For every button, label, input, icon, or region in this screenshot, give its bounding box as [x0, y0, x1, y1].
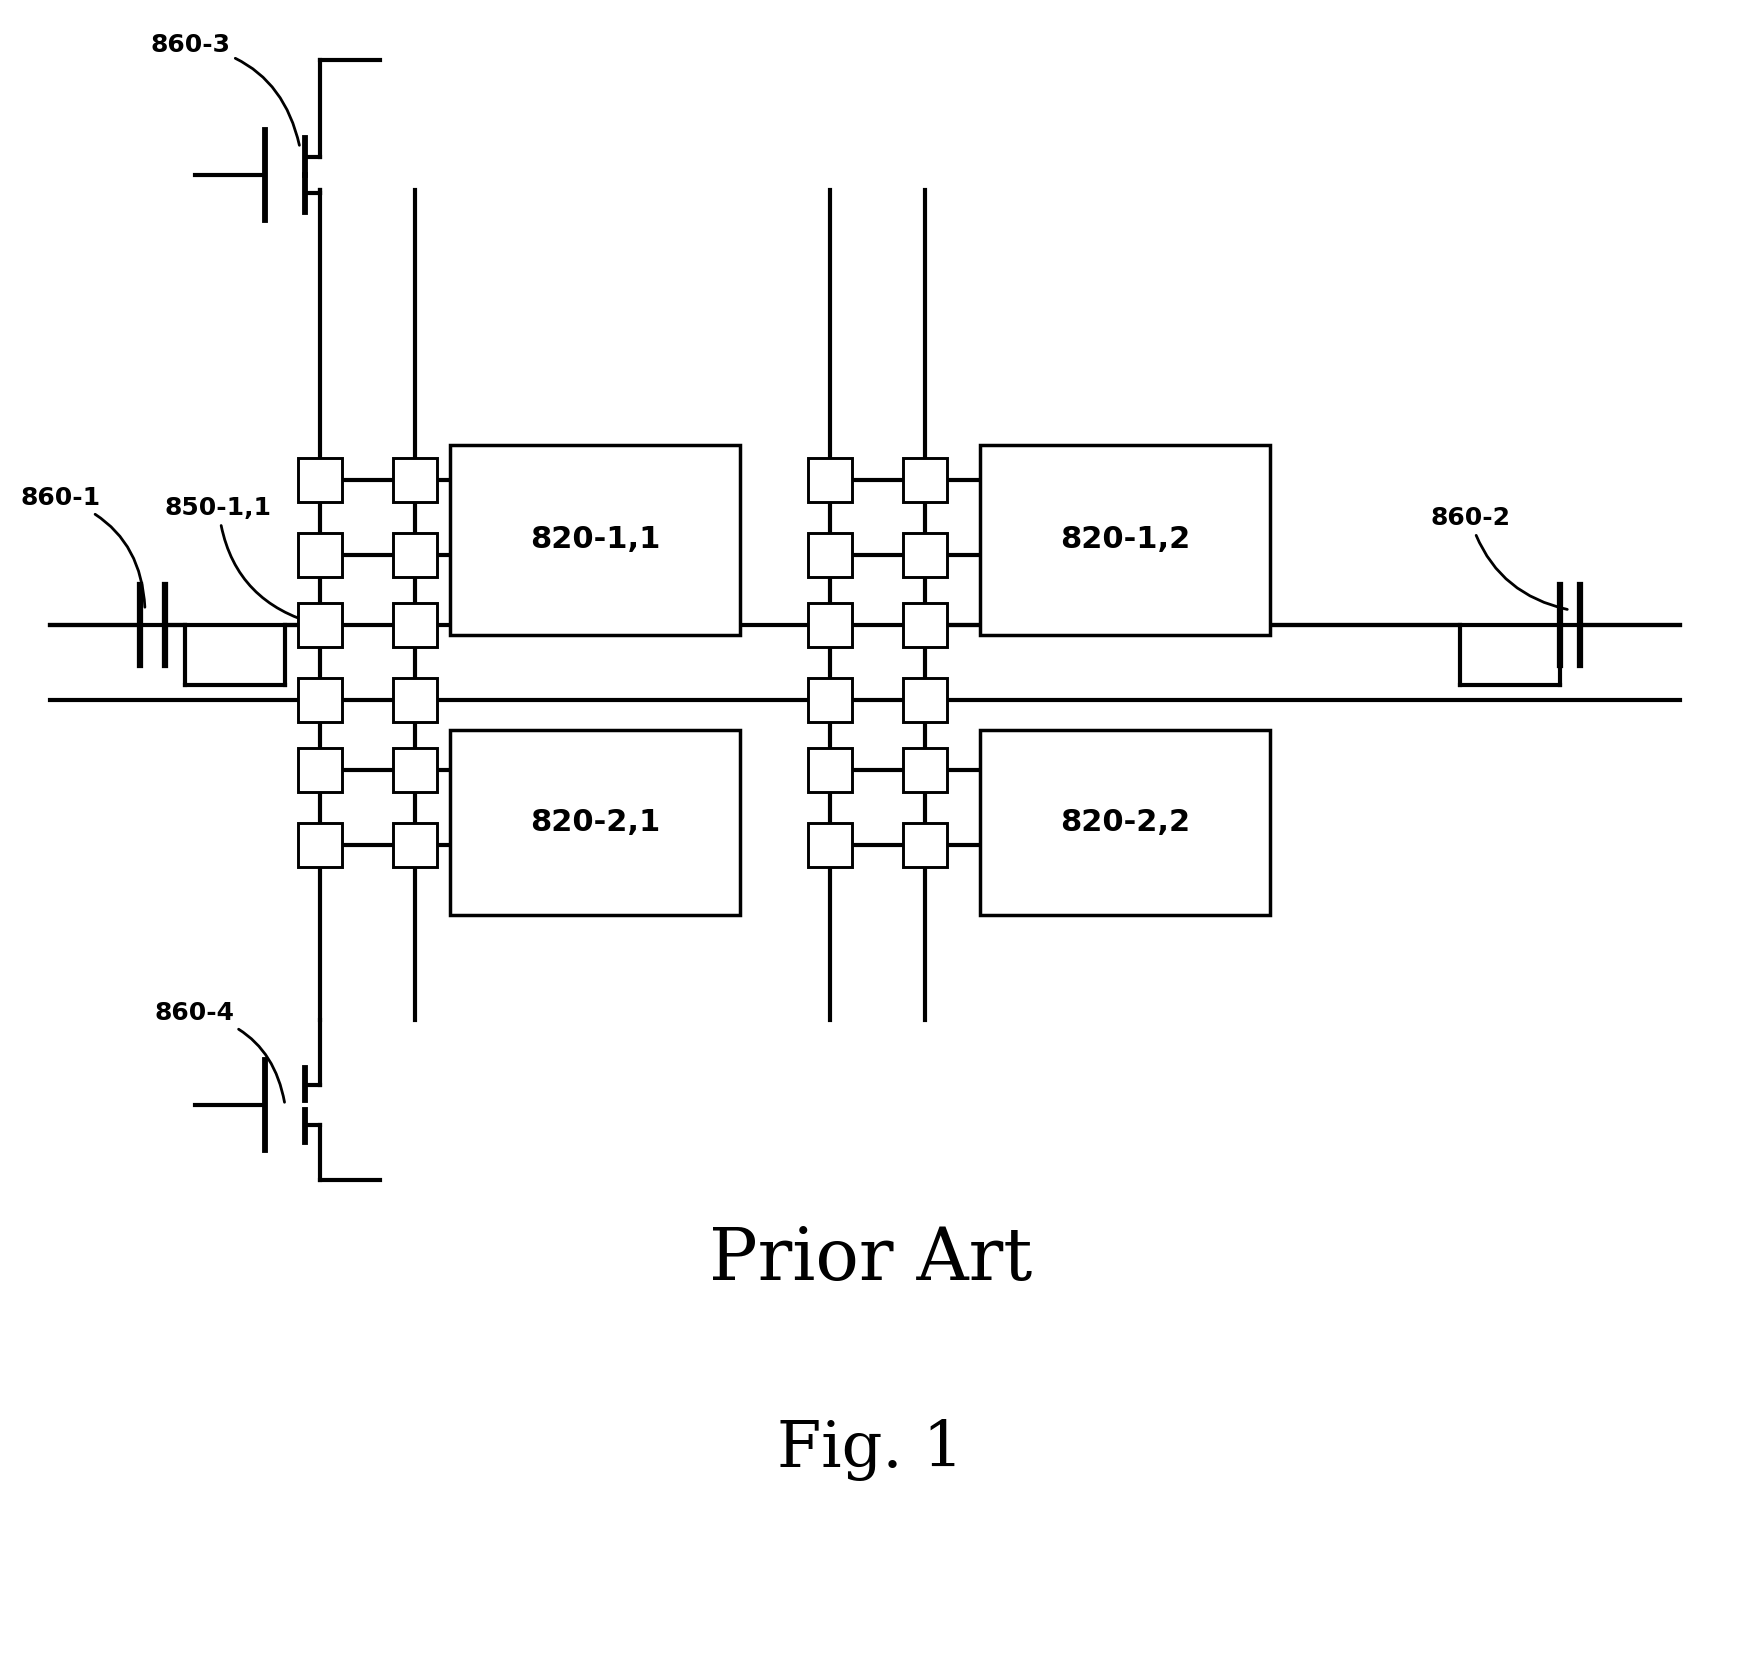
Text: 860-3: 860-3 [150, 33, 299, 146]
Bar [808, 603, 851, 646]
Bar [298, 824, 341, 867]
Bar [393, 678, 437, 722]
Bar [808, 534, 851, 577]
Bar [904, 534, 947, 577]
Bar [393, 457, 437, 502]
Bar [980, 731, 1269, 915]
Bar [393, 747, 437, 792]
Bar [904, 678, 947, 722]
Bar [298, 603, 341, 646]
Bar [298, 457, 341, 502]
Bar [393, 824, 437, 867]
Bar [393, 534, 437, 577]
Bar [298, 534, 341, 577]
Text: 850-1,1: 850-1,1 [165, 495, 317, 625]
Bar [393, 603, 437, 646]
Bar [904, 457, 947, 502]
Bar [449, 731, 740, 915]
Text: 820-1,2: 820-1,2 [1060, 525, 1191, 555]
Text: 820-2,1: 820-2,1 [529, 809, 660, 837]
Bar [808, 457, 851, 502]
Text: Fig. 1: Fig. 1 [776, 1418, 965, 1481]
Text: 820-2,2: 820-2,2 [1060, 809, 1191, 837]
Text: 860-2: 860-2 [1429, 505, 1567, 610]
Bar [980, 446, 1269, 635]
Bar [904, 747, 947, 792]
Text: Prior Art: Prior Art [709, 1225, 1032, 1296]
Text: 860-1: 860-1 [19, 486, 145, 606]
Bar [449, 446, 740, 635]
Bar [904, 603, 947, 646]
Bar [904, 824, 947, 867]
Text: 820-1,1: 820-1,1 [529, 525, 660, 555]
Bar [808, 824, 851, 867]
Bar [808, 678, 851, 722]
Bar [298, 678, 341, 722]
Bar [298, 747, 341, 792]
Bar [808, 747, 851, 792]
Text: 860-4: 860-4 [155, 1001, 284, 1102]
